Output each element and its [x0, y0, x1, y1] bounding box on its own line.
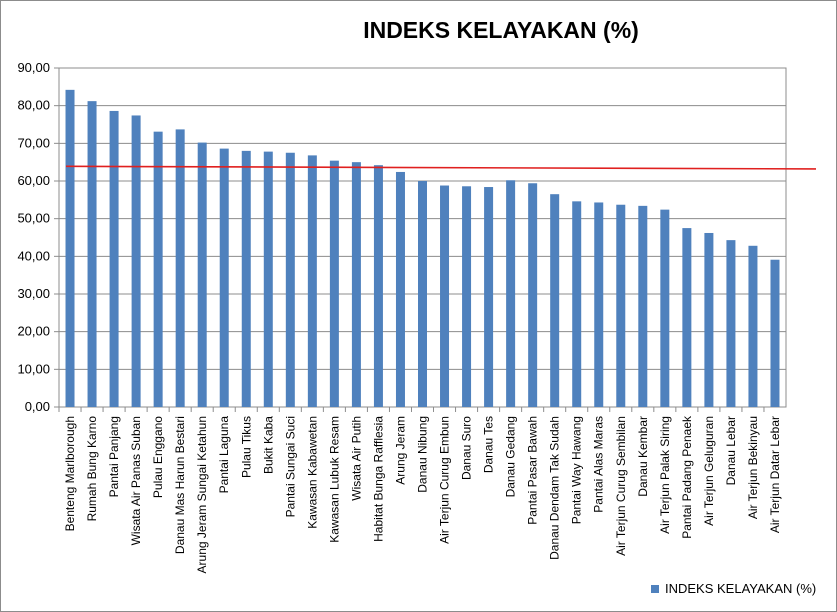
y-tick-label: 40,00 [17, 248, 50, 263]
x-tick-label: Air Terjun Curug Sembilan [614, 416, 628, 556]
x-tick-label: Benteng Marlborough [63, 416, 77, 531]
bar [175, 129, 185, 407]
x-tick-label: Habitat Bunga Rafflesia [371, 416, 385, 542]
x-tick-label: Arung Jeram Sungai Ketahun [195, 416, 209, 573]
x-tick-label: Danau Gedang [504, 416, 518, 497]
y-tick-label: 60,00 [17, 173, 50, 188]
x-tick-label: Pulau Tikus [239, 416, 253, 478]
bar [594, 202, 604, 407]
x-tick-label: Kawasan Lubuk Resam [327, 416, 341, 543]
bar [484, 187, 494, 407]
bar [241, 150, 251, 407]
legend-swatch [651, 584, 659, 593]
bar [770, 259, 780, 407]
x-tick-label: Pantai Laguna [217, 416, 231, 494]
y-tick-label: 70,00 [17, 135, 50, 150]
bar [65, 89, 75, 407]
x-tick-label: Air Terjun Curug Embun [438, 416, 452, 544]
x-tick-label: Pantai Padang Penaek [680, 415, 694, 539]
x-tick-label: Pantai Panjang [107, 416, 121, 497]
bar [506, 180, 516, 407]
bar [351, 162, 361, 407]
bar [440, 185, 450, 407]
bar [197, 142, 207, 407]
bar [131, 115, 141, 408]
bar [263, 151, 273, 407]
y-tick-label: 50,00 [17, 211, 50, 226]
bar [616, 204, 626, 407]
x-tick-label: Air Terjun Datar Lebar [768, 416, 782, 533]
x-tick-label: Danau Tes [482, 416, 496, 473]
y-tick-label: 30,00 [17, 286, 50, 301]
bar [660, 209, 670, 407]
bar [87, 101, 97, 407]
y-tick-label: 0,00 [25, 399, 50, 414]
x-tick-label: Danau Suro [460, 416, 474, 480]
y-tick-label: 90,00 [17, 60, 50, 75]
bar [395, 171, 405, 407]
bar [373, 165, 383, 407]
x-tick-label: Air Terjun Geluguran [702, 416, 716, 526]
x-tick-label: Kawasan Kabawetan [305, 416, 319, 529]
chart-title: INDEKS KELAYAKAN (%) [363, 17, 639, 43]
x-tick-label: Danau Kembar [636, 416, 650, 497]
x-tick-label: Pantai Way Hawang [570, 416, 584, 524]
y-tick-label: 80,00 [17, 98, 50, 113]
x-tick-label: Danau Nibung [416, 416, 430, 493]
x-tick-label: Pantai Pasar Bawah [526, 416, 540, 525]
x-tick-label: Rumah Bung Karno [85, 416, 99, 522]
x-tick-label: Pantai Sungai Suci [283, 416, 297, 517]
bar [704, 232, 714, 407]
x-tick-label: Air Terjun Bekinyau [746, 416, 760, 519]
x-tick-label: Arung Jeram [393, 416, 407, 485]
bar [748, 245, 758, 407]
reference-line [65, 165, 817, 170]
bar [682, 228, 692, 407]
y-tick-label: 10,00 [17, 361, 50, 376]
bar [572, 201, 582, 407]
x-tick-label: Danau Dendam Tak Sudah [548, 416, 562, 560]
bar [726, 240, 736, 407]
bar [418, 181, 427, 407]
bar [109, 110, 119, 407]
x-tick-label: Wisata Air Panas Suban [129, 416, 143, 545]
x-tick-label: Pulau Enggano [151, 416, 165, 498]
x-tick-label: Wisata Air Putih [349, 416, 363, 501]
y-tick-label: 20,00 [17, 324, 50, 339]
x-tick-label: Pantai Alas Maras [592, 416, 606, 513]
bar [219, 148, 229, 407]
x-tick-label: Danau Lebar [724, 416, 738, 485]
bar [638, 205, 648, 407]
bar [307, 155, 317, 407]
x-tick-label: Bukit Kaba [261, 416, 275, 474]
legend-label: INDEKS KELAYAKAN (%) [665, 581, 817, 596]
bar [153, 131, 163, 407]
bar [329, 160, 339, 407]
bar [462, 186, 472, 407]
bar [528, 183, 538, 407]
x-tick-label: Danau Mas Harun Bestari [173, 416, 187, 554]
legend: INDEKS KELAYAKAN (%) [651, 581, 816, 596]
x-tick-label: Air Terjun Palak Siring [658, 416, 672, 534]
bar [285, 152, 295, 407]
bar [550, 194, 560, 407]
